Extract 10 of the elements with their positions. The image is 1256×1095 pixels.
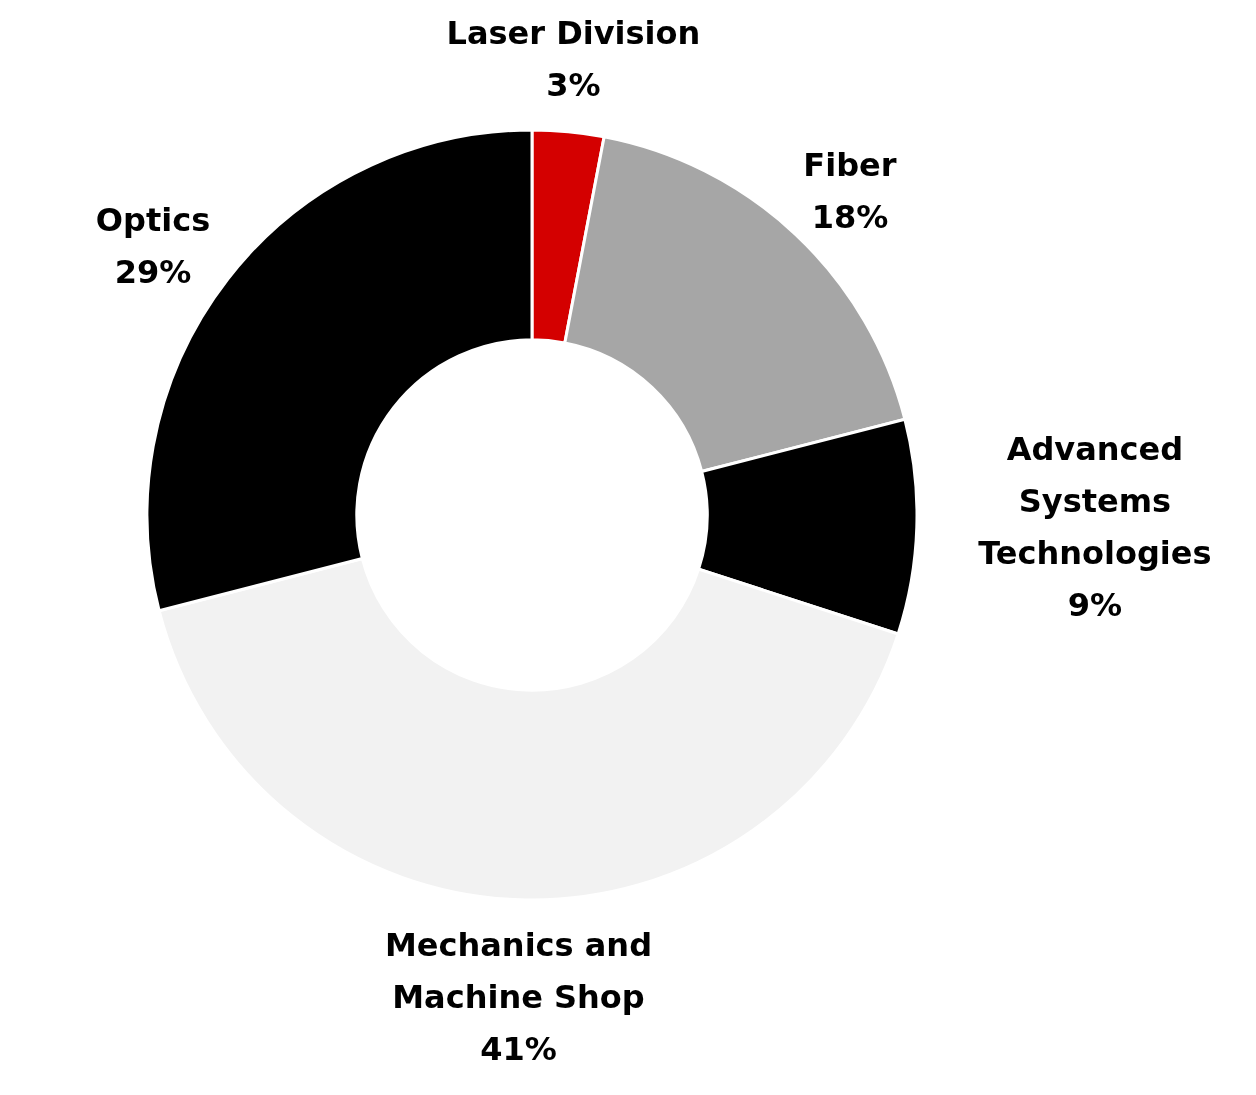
slice-label: Fiber	[803, 146, 897, 185]
slice-label: Advanced Systems Technologies	[978, 429, 1212, 572]
data-label: 41%	[480, 1029, 557, 1068]
data-label: 9%	[1067, 585, 1123, 624]
slice-label: Optics	[95, 201, 211, 240]
slice-label: Laser Division	[446, 14, 701, 53]
data-label: 29%	[114, 253, 192, 292]
data-label: 3%	[546, 66, 601, 105]
slice-label: Mechanics and Machine Shop	[384, 925, 653, 1016]
data-label: 18%	[811, 198, 889, 237]
